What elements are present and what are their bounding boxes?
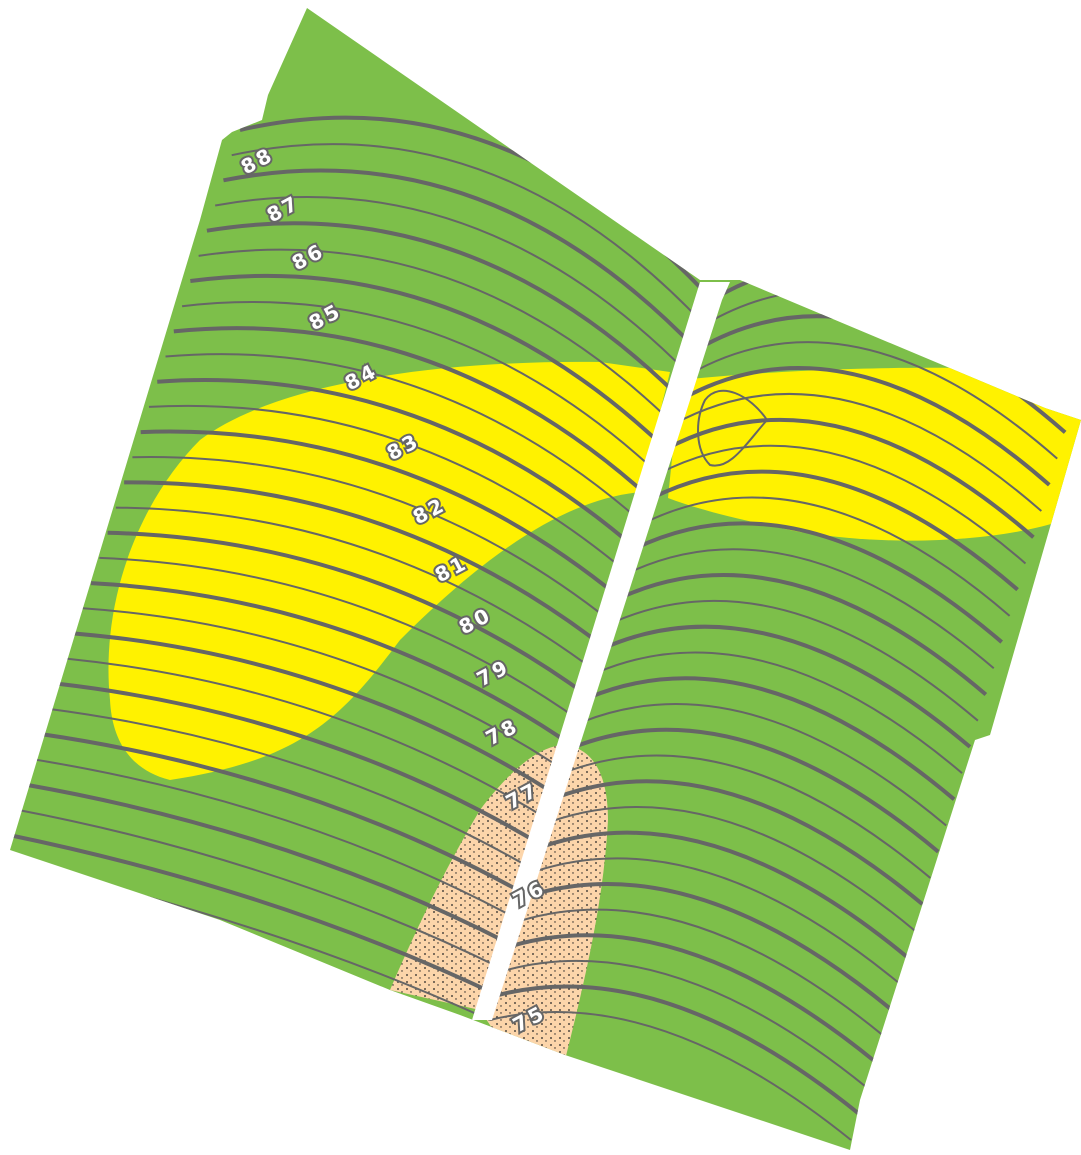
contour-line xyxy=(581,703,947,827)
contour-line xyxy=(41,732,530,898)
contour-line xyxy=(107,530,591,699)
contour-line xyxy=(24,782,514,948)
road xyxy=(472,282,730,1020)
contour-line xyxy=(542,830,908,959)
contour-line xyxy=(665,417,1035,539)
contour-line xyxy=(82,607,568,773)
contour-line xyxy=(558,779,924,906)
contour-line xyxy=(627,548,995,670)
contour-line xyxy=(140,429,622,600)
contour-line xyxy=(612,599,979,722)
contour-line xyxy=(566,754,931,879)
contour-line xyxy=(596,651,963,774)
contour-line xyxy=(190,273,668,451)
contour-line xyxy=(520,908,884,1036)
contour-line xyxy=(74,631,560,799)
contour-line xyxy=(649,469,1019,592)
contour-line xyxy=(550,806,916,932)
contour-line xyxy=(10,832,499,997)
contour-line xyxy=(214,195,690,376)
contour-line xyxy=(619,573,988,697)
contour-line xyxy=(16,808,506,972)
contour-line xyxy=(489,1011,852,1141)
contour-line xyxy=(49,707,537,872)
contour-line xyxy=(148,404,629,574)
contour-line xyxy=(32,758,522,922)
contour-line xyxy=(573,727,940,854)
contour-line xyxy=(198,248,675,425)
contour-line xyxy=(688,341,1058,460)
contour-line xyxy=(157,378,637,550)
contour-line xyxy=(132,456,614,624)
contour-line xyxy=(124,480,607,650)
contour-line xyxy=(673,392,1042,512)
contour-line xyxy=(642,496,1011,617)
contour-line xyxy=(634,521,1003,644)
contour-line xyxy=(57,681,545,848)
contour-line xyxy=(231,143,706,326)
contour-line xyxy=(66,657,552,823)
contour-line xyxy=(512,933,877,1063)
contour-line xyxy=(115,506,598,674)
contour-line xyxy=(206,221,683,401)
contour-line xyxy=(165,353,644,525)
contour-line xyxy=(588,676,956,801)
contour-line xyxy=(90,581,576,749)
yellow-zone xyxy=(668,367,1081,541)
contour-line xyxy=(680,366,1051,487)
contour-line xyxy=(604,624,972,749)
contour-line xyxy=(535,857,900,984)
contour-line xyxy=(505,959,868,1089)
contour-line xyxy=(99,556,583,723)
contour-line xyxy=(181,301,660,475)
contour-line xyxy=(697,389,769,467)
contour-line xyxy=(527,882,892,1011)
yellow-zone xyxy=(108,361,670,780)
contour-line xyxy=(223,168,699,352)
contour-line xyxy=(173,326,653,501)
contour-line xyxy=(497,984,861,1116)
